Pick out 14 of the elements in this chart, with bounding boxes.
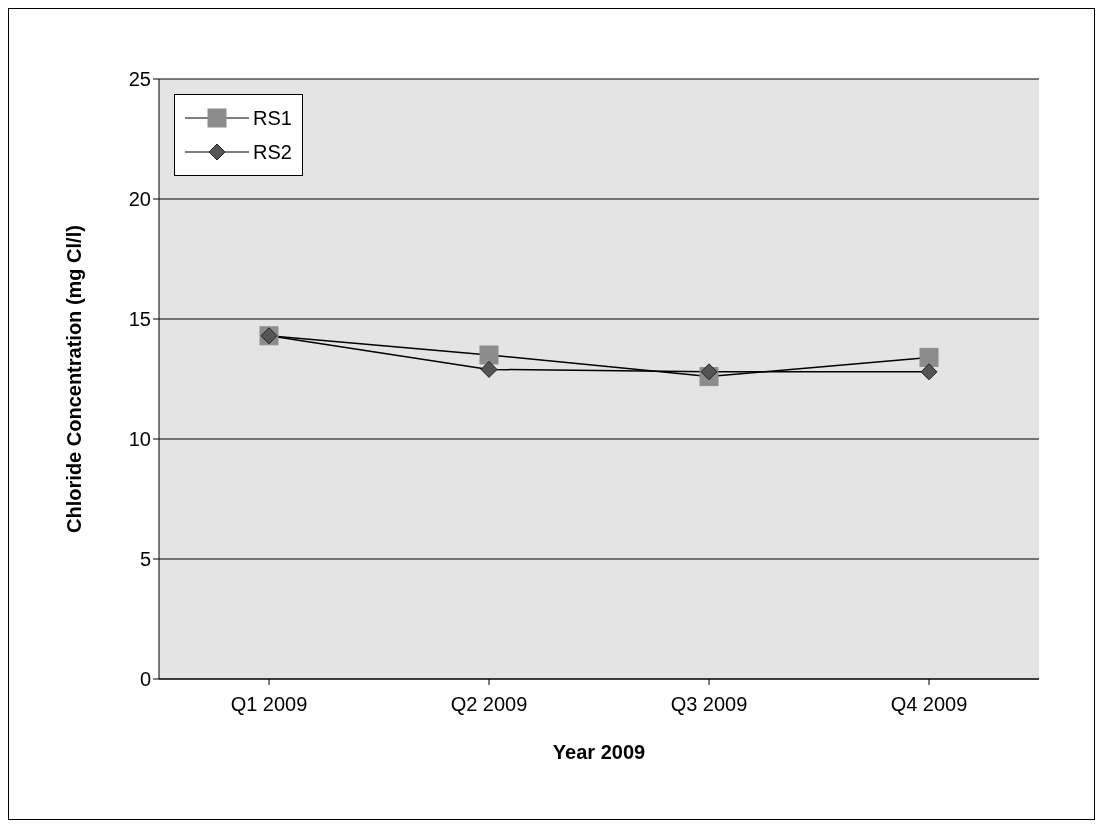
x-tick-label: Q4 2009 [890, 693, 968, 716]
x-tick-label: Q2 2009 [450, 693, 528, 716]
x-tick-label: Q1 2009 [230, 693, 308, 716]
y-axis-title: Chloride Concentration (mg Cl/l) [63, 225, 86, 533]
y-tick-label: 10 [128, 428, 151, 451]
x-axis-title: Year 2009 [552, 741, 646, 763]
y-tick-label: 20 [128, 188, 151, 211]
y-tick-label: 25 [128, 68, 151, 91]
legend-label: RS2 [253, 140, 292, 164]
y-tick-label: 5 [139, 548, 151, 571]
y-tick-label: 15 [128, 308, 151, 331]
x-tick-label: Q3 2009 [670, 693, 748, 716]
legend-label: RS1 [253, 106, 292, 130]
y-tick-label: 0 [139, 668, 151, 691]
